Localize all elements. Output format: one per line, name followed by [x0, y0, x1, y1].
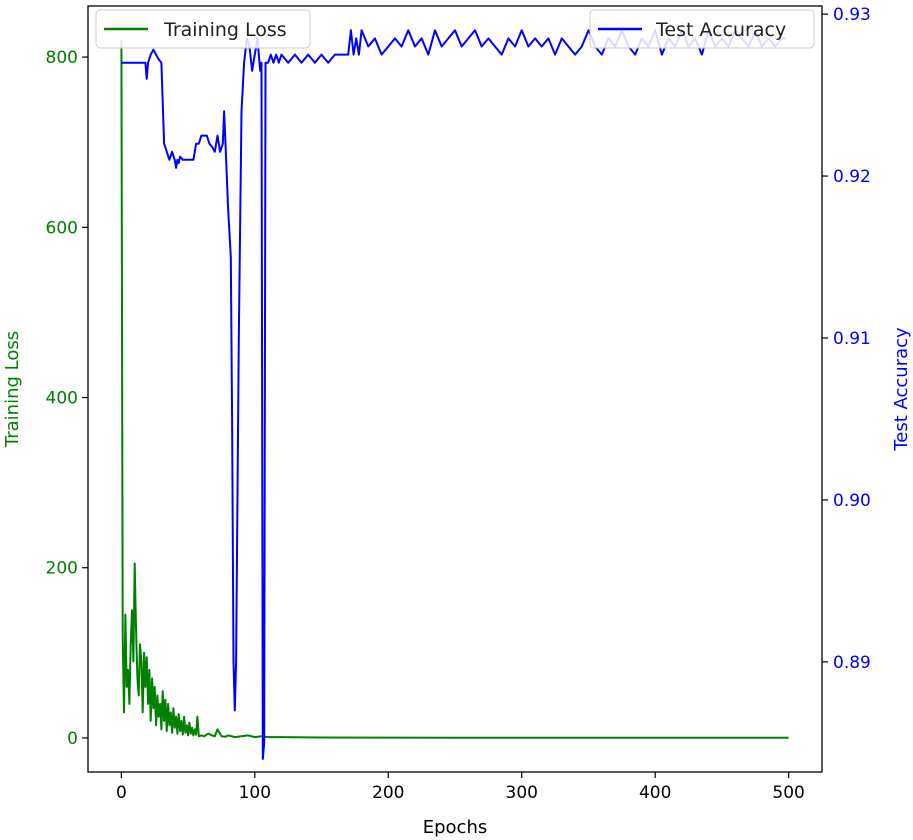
- left-y-tick-label: 0: [67, 729, 78, 749]
- left-y-axis-ticks: 0 200 400 600 800: [46, 48, 88, 749]
- legend-box: [95, 9, 311, 49]
- right-y-axis-title: Test Accuracy: [891, 327, 912, 452]
- right-y-tick-label: 0.90: [833, 491, 871, 511]
- left-y-axis-title: Training Loss: [2, 331, 23, 448]
- x-tick-label: 300: [506, 783, 538, 803]
- right-y-tick-label: 0.93: [833, 5, 871, 25]
- left-y-tick-label: 400: [46, 389, 78, 409]
- legend-label: Training Loss: [163, 19, 287, 41]
- legend-label: Test Accuracy: [655, 19, 786, 41]
- legend-training-loss: Training Loss: [95, 9, 311, 49]
- left-y-tick-label: 200: [46, 559, 78, 579]
- x-axis-title: Epochs: [423, 817, 488, 838]
- left-y-tick-label: 600: [46, 218, 78, 238]
- legend-test-accuracy: Test Accuracy: [589, 9, 815, 49]
- x-tick-label: 500: [772, 783, 804, 803]
- left-y-tick-label: 800: [46, 48, 78, 68]
- right-y-tick-label: 0.89: [833, 653, 871, 673]
- right-y-axis-ticks: 0.89 0.90 0.91 0.92 0.93: [822, 5, 871, 673]
- right-y-tick-label: 0.92: [833, 167, 871, 187]
- right-y-tick-label: 0.91: [833, 329, 871, 349]
- plot-frame: [87, 5, 823, 773]
- test-accuracy-series-line: [121, 29, 786, 760]
- training-loss-series-line: [120, 39, 789, 739]
- x-tick-label: 100: [239, 783, 271, 803]
- legend-box: [589, 9, 815, 49]
- x-tick-label: 200: [372, 783, 404, 803]
- x-tick-label: 0: [116, 783, 127, 803]
- x-tick-label: 400: [639, 783, 671, 803]
- x-axis-ticks: 0 100 200 300 400 500: [116, 772, 805, 803]
